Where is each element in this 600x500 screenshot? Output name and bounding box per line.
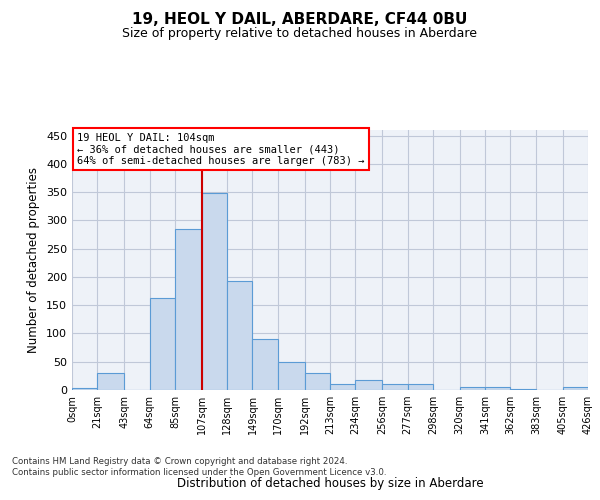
Bar xyxy=(460,387,485,390)
Bar xyxy=(202,194,227,390)
Y-axis label: Number of detached properties: Number of detached properties xyxy=(28,167,40,353)
Bar xyxy=(355,380,382,390)
Bar xyxy=(330,384,355,390)
Text: Contains HM Land Registry data © Crown copyright and database right 2024.
Contai: Contains HM Land Registry data © Crown c… xyxy=(12,458,386,477)
Text: 19 HEOL Y DAIL: 104sqm
← 36% of detached houses are smaller (443)
64% of semi-de: 19 HEOL Y DAIL: 104sqm ← 36% of detached… xyxy=(77,132,365,166)
Bar xyxy=(278,362,305,390)
Bar xyxy=(382,384,407,390)
Bar xyxy=(72,388,97,390)
Bar xyxy=(253,339,278,390)
Bar xyxy=(407,384,433,390)
Bar xyxy=(485,387,511,390)
Text: Size of property relative to detached houses in Aberdare: Size of property relative to detached ho… xyxy=(122,28,478,40)
Bar xyxy=(227,282,253,390)
Text: Distribution of detached houses by size in Aberdare: Distribution of detached houses by size … xyxy=(176,477,484,490)
Bar xyxy=(149,298,175,390)
Bar xyxy=(97,373,124,390)
Bar xyxy=(305,373,330,390)
Text: 19, HEOL Y DAIL, ABERDARE, CF44 0BU: 19, HEOL Y DAIL, ABERDARE, CF44 0BU xyxy=(133,12,467,28)
Bar xyxy=(563,387,588,390)
Bar xyxy=(175,229,202,390)
Bar xyxy=(511,389,536,390)
